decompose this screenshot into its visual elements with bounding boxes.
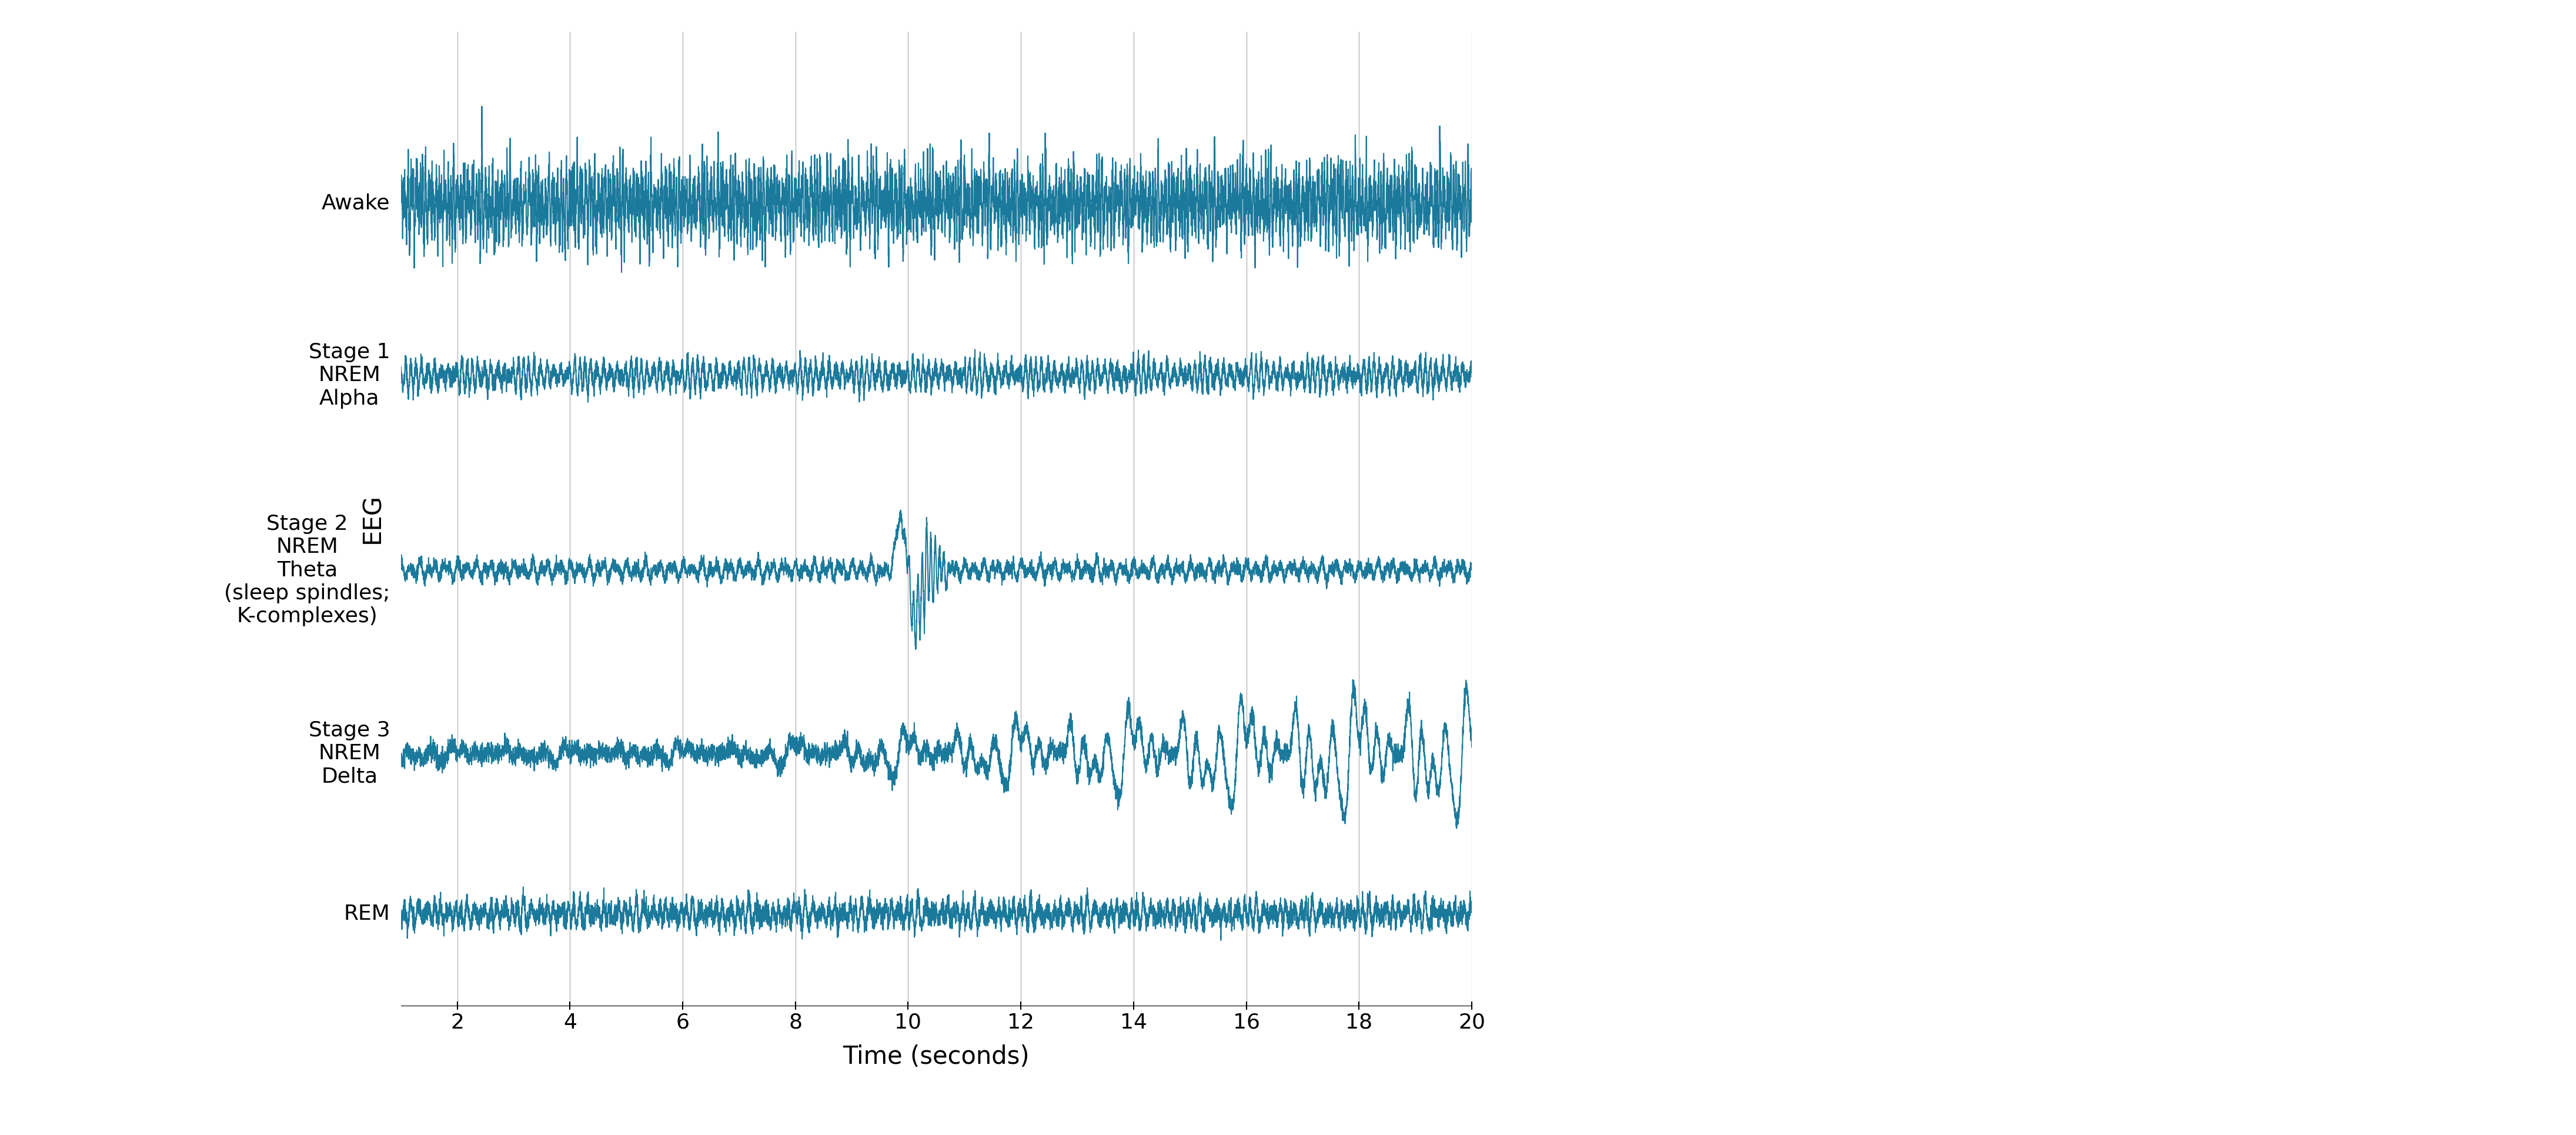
Text: Awake: Awake	[322, 193, 389, 213]
Text: REM: REM	[343, 903, 389, 924]
X-axis label: Time (seconds): Time (seconds)	[842, 1044, 1030, 1069]
Text: Stage 2
NREM
Theta
(sleep spindles;
K-complexes): Stage 2 NREM Theta (sleep spindles; K-co…	[224, 514, 389, 627]
Text: Stage 3
NREM
Delta: Stage 3 NREM Delta	[309, 721, 389, 787]
Text: Stage 1
NREM
Alpha: Stage 1 NREM Alpha	[309, 342, 389, 409]
Y-axis label: EEG: EEG	[361, 494, 384, 544]
